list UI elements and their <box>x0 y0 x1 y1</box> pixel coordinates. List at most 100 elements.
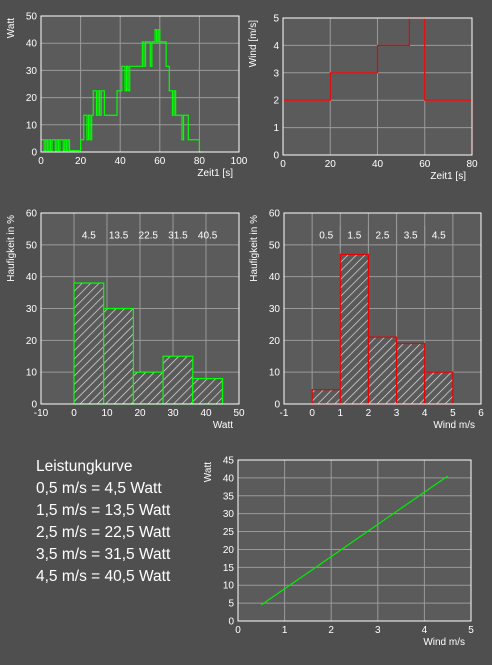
x-axis-label: Zeit1 [s] <box>197 168 233 179</box>
x-tick-label: 80 <box>194 156 206 167</box>
chart-wind_time: 0 20 40 60 80 0 1 2 3 4 5 Zeit1 [s] Wind [m/s] <box>248 14 478 183</box>
x-tick-label: 2 <box>366 408 372 419</box>
histogram-bar <box>192 377 224 405</box>
x-tick-label: 0 <box>280 159 286 170</box>
y-tick-label: 3 <box>273 68 279 79</box>
x-tick-label: 40 <box>200 408 212 419</box>
histogram-bar <box>339 253 370 405</box>
x-tick-label: 0 <box>309 408 315 419</box>
plot-border <box>283 212 482 405</box>
y-axis-label: Watt <box>203 462 214 482</box>
series-line <box>41 29 203 153</box>
x-tick-label: 3 <box>394 408 400 419</box>
x-tick-label: 4 <box>422 408 428 419</box>
chart-power_time: 0 20 40 60 80 100 0 10 20 30 40 50 Zeit1 [s] Watt <box>6 12 248 180</box>
histogram-bar <box>311 389 341 405</box>
y-tick-label: 30 <box>223 509 235 520</box>
series-line <box>260 475 449 606</box>
bin-label: 2.5 <box>376 230 390 241</box>
x-tick-label: 6 <box>478 408 484 419</box>
y-tick-label: 0 <box>31 400 37 411</box>
chart-hist_power: -10 0 10 20 30 40 500102030405060WattHaufigkei… <box>6 209 245 432</box>
bin-label: 13.5 <box>109 230 129 241</box>
y-axis-label: Watt <box>6 18 17 38</box>
y-tick-label: 10 <box>26 120 38 131</box>
histogram-bar <box>424 371 454 405</box>
x-tick-label: 5 <box>468 625 474 636</box>
y-tick-label: 15 <box>223 563 235 574</box>
y-tick-label: 45 <box>223 456 235 467</box>
bin-label: 3.5 <box>404 230 418 241</box>
series-line <box>283 17 473 155</box>
y-tick-label: 60 <box>269 209 281 220</box>
power-curve-legend: Leistungkurve 0,5 m/s = 4,5 Watt 1,5 m/s… <box>36 456 170 588</box>
x-tick-label: -1 <box>280 408 289 419</box>
y-tick-label: 50 <box>26 12 38 23</box>
x-tick-label: 60 <box>154 156 166 167</box>
bin-label: 4.5 <box>82 230 96 241</box>
y-tick-label: 20 <box>223 545 235 556</box>
x-tick-label: 4 <box>422 625 428 636</box>
y-axis-label: Wind [m/s] <box>248 20 259 67</box>
x-tick-label: -10 <box>34 408 49 419</box>
bin-label: 31.5 <box>168 230 188 241</box>
x-tick-label: 30 <box>167 408 179 419</box>
y-tick-label: 40 <box>26 39 38 50</box>
y-tick-label: 30 <box>269 304 281 315</box>
histogram-bar <box>103 307 134 405</box>
y-tick-label: 30 <box>26 304 38 315</box>
bin-label: 22.5 <box>139 230 159 241</box>
y-tick-label: 0 <box>274 400 280 411</box>
y-tick-label: 50 <box>26 240 38 251</box>
plot-border <box>237 459 472 622</box>
histogram-bar <box>132 371 164 405</box>
y-tick-label: 5 <box>273 14 279 25</box>
x-tick-label: 0 <box>71 408 77 419</box>
y-tick-label: 40 <box>269 272 281 283</box>
plot-border <box>40 15 240 153</box>
y-tick-label: 20 <box>26 336 38 347</box>
y-tick-label: 30 <box>26 66 38 77</box>
x-tick-label: 20 <box>75 156 87 167</box>
x-tick-label: 0 <box>38 156 44 167</box>
y-tick-label: 40 <box>26 272 38 283</box>
x-tick-label: 40 <box>372 159 384 170</box>
histogram-bar <box>395 342 426 405</box>
x-tick-label: 60 <box>419 159 431 170</box>
y-tick-label: 5 <box>228 599 234 610</box>
y-tick-label: 0 <box>31 148 37 159</box>
bin-label: 40.5 <box>198 230 218 241</box>
plot-border <box>40 212 240 405</box>
y-tick-label: 0 <box>228 617 234 628</box>
y-tick-label: 0 <box>273 151 279 162</box>
x-tick-label: 20 <box>134 408 146 419</box>
y-tick-label: 20 <box>269 336 281 347</box>
x-axis-label: Wind m/s <box>433 420 475 431</box>
plot-area <box>41 16 239 152</box>
y-tick-label: 50 <box>269 240 281 251</box>
x-tick-label: 50 <box>233 408 245 419</box>
x-tick-label: 2 <box>328 625 334 636</box>
y-tick-label: 40 <box>223 473 235 484</box>
y-tick-label: 10 <box>26 368 38 379</box>
y-axis-label: Haufigkeit in % <box>249 215 260 282</box>
legend-line: 4,5 m/s = 40,5 Watt <box>36 568 171 585</box>
y-tick-label: 4 <box>273 41 279 52</box>
legend-title: Leistungkurve <box>36 458 133 475</box>
legend-line: 2,5 m/s = 22,5 Watt <box>36 524 171 541</box>
x-tick-label: 40 <box>115 156 127 167</box>
x-axis-label: Wind m/s <box>423 637 465 648</box>
y-tick-label: 1 <box>273 123 279 134</box>
histogram-bar <box>162 355 194 405</box>
bin-label: 0.5 <box>319 230 333 241</box>
legend-line: 0,5 m/s = 4,5 Watt <box>36 480 162 497</box>
x-tick-label: 3 <box>375 625 381 636</box>
x-tick-label: 10 <box>101 408 113 419</box>
y-tick-label: 2 <box>273 96 279 107</box>
bin-label: 4.5 <box>432 230 446 241</box>
y-tick-label: 25 <box>223 527 235 538</box>
legend-line: 3,5 m/s = 31,5 Watt <box>36 546 171 563</box>
